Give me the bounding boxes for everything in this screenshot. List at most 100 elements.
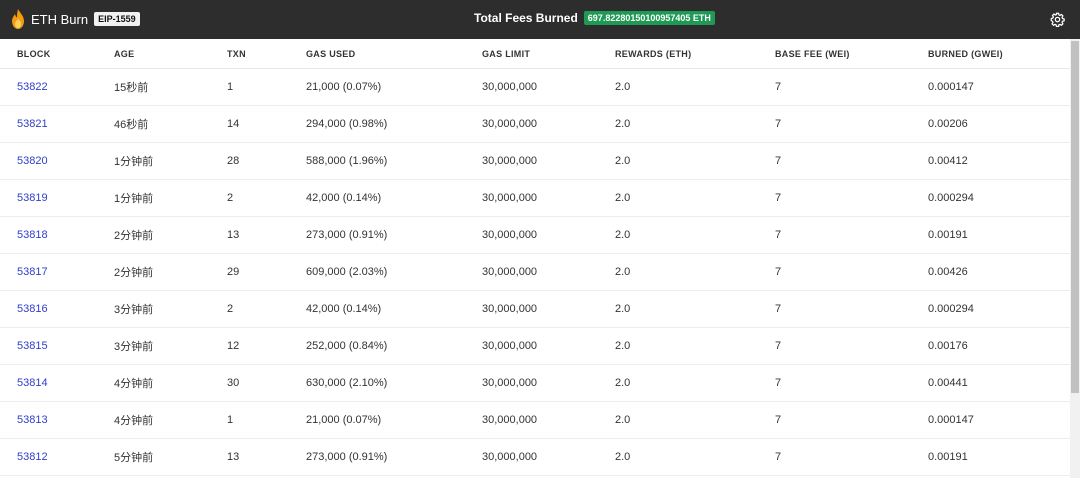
age-cell: 3分钟前 — [114, 290, 227, 328]
brand[interactable]: ETH Burn EIP-1559 — [11, 8, 140, 30]
block-link[interactable]: 53814 — [17, 377, 48, 389]
blocks-table-container: BLOCK AGE TXN GAS USED GAS LIMIT REWARDS… — [0, 39, 1070, 478]
gas-limit-cell: 30,000,000 — [482, 364, 615, 402]
block-link[interactable]: 53815 — [17, 340, 48, 352]
base-fee-cell: 7 — [775, 179, 928, 217]
col-gas-used: GAS USED — [306, 39, 482, 69]
gas-limit-cell: 30,000,000 — [482, 142, 615, 180]
table-row: 53819 1分钟前 2 42,000 (0.14%) 30,000,000 2.0 7 0.… — [0, 179, 1070, 217]
block-cell: 53816 — [0, 290, 114, 328]
rewards-cell: 2.0 — [615, 179, 775, 217]
block-link[interactable]: 53812 — [17, 451, 48, 463]
block-cell: 53817 — [0, 253, 114, 291]
age-cell: 1分钟前 — [114, 142, 227, 180]
block-link[interactable]: 53821 — [17, 118, 48, 130]
gas-used-cell: 21,000 (0.07%) — [306, 68, 482, 106]
base-fee-cell: 7 — [775, 105, 928, 143]
table-header-row: BLOCK AGE TXN GAS USED GAS LIMIT REWARDS… — [0, 39, 1070, 69]
rewards-cell: 2.0 — [615, 253, 775, 291]
burned-cell: 0.000294 — [928, 290, 1070, 328]
table-row: 53821 46秒前 14 294,000 (0.98%) 30,000,000 2.0 7… — [0, 105, 1070, 143]
burned-cell: 0.00412 — [928, 142, 1070, 180]
gas-used-cell: 252,000 (0.84%) — [306, 327, 482, 365]
burned-cell: 0.000147 — [928, 68, 1070, 106]
gas-limit-cell: 30,000,000 — [482, 68, 615, 106]
txn-cell: 12 — [227, 327, 306, 365]
col-rewards: REWARDS (ETH) — [615, 39, 775, 69]
col-age: AGE — [114, 39, 227, 69]
txn-cell: 1 — [227, 68, 306, 106]
rewards-cell: 2.0 — [615, 216, 775, 254]
burned-cell: 0.00191 — [928, 438, 1070, 476]
burned-cell: 0.00191 — [928, 216, 1070, 254]
age-cell: 3分钟前 — [114, 327, 227, 365]
gas-used-cell: 273,000 (0.91%) — [306, 438, 482, 476]
gas-limit-cell: 30,000,000 — [482, 105, 615, 143]
rewards-cell: 2.0 — [615, 105, 775, 143]
col-base-fee: BASE FEE (WEI) — [775, 39, 928, 69]
block-cell: 53813 — [0, 401, 114, 439]
age-cell: 2分钟前 — [114, 216, 227, 254]
rewards-cell: 2.0 — [615, 142, 775, 180]
block-cell: 53820 — [0, 142, 114, 180]
table-row: 53812 5分钟前 13 273,000 (0.91%) 30,000,000 2.0 7… — [0, 438, 1070, 476]
table-row: 53816 3分钟前 2 42,000 (0.14%) 30,000,000 2.0 7 0.… — [0, 290, 1070, 328]
block-link[interactable]: 53816 — [17, 303, 48, 315]
scrollbar-thumb[interactable] — [1071, 41, 1079, 393]
gas-used-cell: 588,000 (1.96%) — [306, 142, 482, 180]
block-cell: 53822 — [0, 68, 114, 106]
table-row: 53815 3分钟前 12 252,000 (0.84%) 30,000,000 2.0 7… — [0, 327, 1070, 365]
block-cell: 53815 — [0, 327, 114, 365]
col-block: BLOCK — [0, 39, 114, 69]
txn-cell: 2 — [227, 290, 306, 328]
base-fee-cell: 7 — [775, 68, 928, 106]
base-fee-cell: 7 — [775, 438, 928, 476]
block-cell: 53814 — [0, 364, 114, 402]
txn-cell: 13 — [227, 216, 306, 254]
gas-limit-cell: 30,000,000 — [482, 438, 615, 476]
base-fee-cell: 7 — [775, 401, 928, 439]
age-cell: 5分钟前 — [114, 438, 227, 476]
block-link[interactable]: 53818 — [17, 229, 48, 241]
col-gas-limit: GAS LIMIT — [482, 39, 615, 69]
block-cell: 53812 — [0, 438, 114, 476]
burned-cell: 0.000294 — [928, 179, 1070, 217]
age-cell: 4分钟前 — [114, 364, 227, 402]
block-link[interactable]: 53819 — [17, 192, 48, 204]
txn-cell: 30 — [227, 364, 306, 402]
gas-used-cell: 294,000 (0.98%) — [306, 105, 482, 143]
brand-title: ETH Burn — [31, 11, 89, 27]
base-fee-cell: 7 — [775, 327, 928, 365]
block-link[interactable]: 53817 — [17, 266, 48, 278]
flame-icon — [12, 9, 24, 29]
block-link[interactable]: 53822 — [17, 81, 48, 93]
txn-cell: 2 — [227, 179, 306, 217]
base-fee-cell: 7 — [775, 142, 928, 180]
rewards-cell: 2.0 — [615, 438, 775, 476]
block-cell: 53821 — [0, 105, 114, 143]
block-link[interactable]: 53813 — [17, 414, 48, 426]
base-fee-cell: 7 — [775, 290, 928, 328]
gas-limit-cell: 30,000,000 — [482, 290, 615, 328]
rewards-cell: 2.0 — [615, 290, 775, 328]
eip-badge: EIP-1559 — [94, 12, 140, 26]
age-cell: 4分钟前 — [114, 401, 227, 439]
gas-limit-cell: 30,000,000 — [482, 216, 615, 254]
txn-cell: 14 — [227, 105, 306, 143]
gas-used-cell: 609,000 (2.03%) — [306, 253, 482, 291]
table-row: 53818 2分钟前 13 273,000 (0.91%) 30,000,000 2.0 7… — [0, 216, 1070, 254]
table-row: 53822 15秒前 1 21,000 (0.07%) 30,000,000 2.0 7 0.… — [0, 68, 1070, 106]
table-row: 53820 1分钟前 28 588,000 (1.96%) 30,000,000 2.0 7… — [0, 142, 1070, 180]
block-link[interactable]: 53820 — [17, 155, 48, 167]
txn-cell: 1 — [227, 401, 306, 439]
block-cell: 53819 — [0, 179, 114, 217]
table-row: 53814 4分钟前 30 630,000 (2.10%) 30,000,000 2.0 7… — [0, 364, 1070, 402]
table-row: 53817 2分钟前 29 609,000 (2.03%) 30,000,000 2.0 7… — [0, 253, 1070, 291]
total-fees: Total Fees Burned 697.82280150100957405 … — [474, 11, 715, 25]
base-fee-cell: 7 — [775, 253, 928, 291]
base-fee-cell: 7 — [775, 364, 928, 402]
gear-icon[interactable] — [1050, 12, 1065, 27]
age-cell: 46秒前 — [114, 105, 227, 143]
gas-limit-cell: 30,000,000 — [482, 327, 615, 365]
gas-limit-cell: 30,000,000 — [482, 179, 615, 217]
